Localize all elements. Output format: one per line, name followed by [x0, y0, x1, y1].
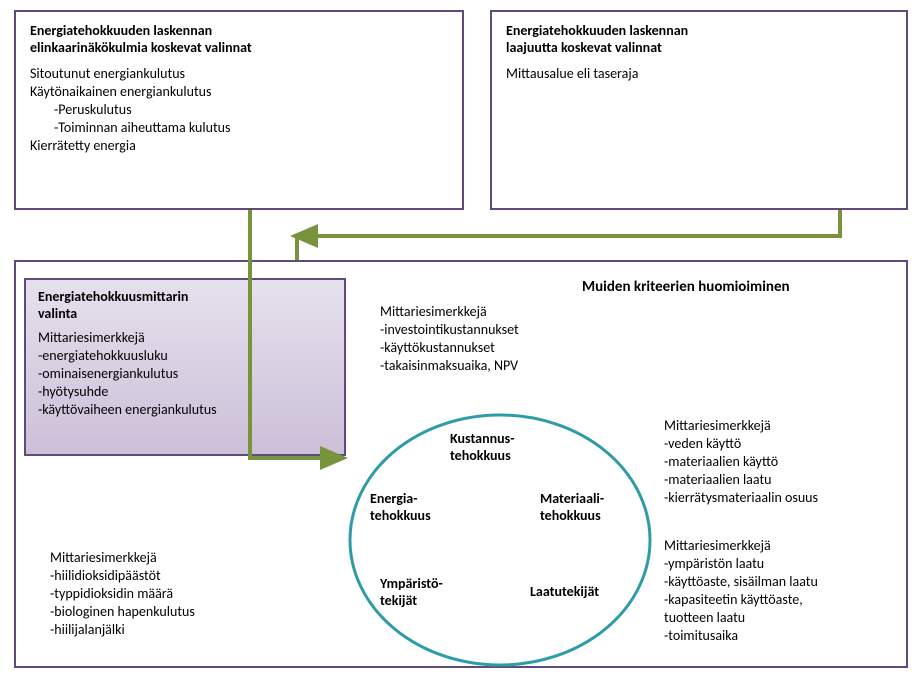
- center-item: -takaisinmaksuaika, NPV: [380, 357, 519, 374]
- r2-item: tuotteen laatu: [664, 609, 818, 626]
- circle-label-right: Materiaali- tehokkuus: [540, 490, 604, 524]
- purple-item: -energiatehokkuusluku: [38, 347, 332, 364]
- bl-item: -hiilijalanjälki: [50, 621, 195, 638]
- r1-item: -materiaalien käyttö: [664, 453, 818, 470]
- r2-item: -ympäristön laatu: [664, 555, 818, 572]
- tl-item: -Peruskulutus: [30, 101, 448, 118]
- bl-item: -typpidioksidin määrä: [50, 585, 195, 602]
- r2-item: -toimitusaika: [664, 627, 818, 644]
- top-left-box: Energiatehokkuuden laskennan elinkaarinä…: [14, 10, 464, 210]
- purple-item: -ominaisenergiankulutus: [38, 365, 332, 382]
- bl-item: -biologinen hapenkulutus: [50, 603, 195, 620]
- tr-item: Mittausalue eli taseraja: [506, 65, 892, 82]
- r2-sub: Mittariesimerkkejä: [664, 537, 818, 554]
- r2-item: -käyttöaste, sisäilman laatu: [664, 573, 818, 590]
- bl-sub: Mittariesimerkkejä: [50, 549, 195, 566]
- top-left-title1: Energiatehokkuuden laskennan: [30, 22, 448, 39]
- top-right-title2: laajuutta koskevat valinnat: [506, 39, 892, 56]
- right-list-1: Mittariesimerkkejä -veden käyttö -materi…: [664, 416, 818, 507]
- top-right-box: Energiatehokkuuden laskennan laajuutta k…: [490, 10, 908, 210]
- circle-label-bottom-left: Ympäristö- tekijät: [380, 575, 443, 609]
- purple-box: Energiatehokkuusmittarin valinta Mittari…: [24, 278, 346, 456]
- r1-sub: Mittariesimerkkejä: [664, 417, 818, 434]
- purple-title2: valinta: [38, 305, 332, 322]
- r1-item: -veden käyttö: [664, 435, 818, 452]
- circle-label-bottom-right: Laatutekijät: [530, 583, 599, 600]
- bottom-left-list: Mittariesimerkkejä -hiilidioksidipäästöt…: [50, 548, 195, 639]
- bl-item: -hiilidioksidipäästöt: [50, 567, 195, 584]
- purple-item: -käyttövaiheen energiankulutus: [38, 401, 332, 418]
- top-right-title1: Energiatehokkuuden laskennan: [506, 22, 892, 39]
- center-sub: Mittariesimerkkejä: [380, 303, 519, 320]
- r1-item: -materiaalien laatu: [664, 471, 818, 488]
- r2-item: -kapasiteetin käyttöaste,: [664, 591, 818, 608]
- r1-item: -kierrätysmateriaalin osuus: [664, 489, 818, 506]
- circle-label-left: Energia- tehokkuus: [370, 490, 431, 524]
- center-item: -investointikustannukset: [380, 321, 519, 338]
- right-list-2: Mittariesimerkkejä -ympäristön laatu -kä…: [664, 536, 818, 645]
- purple-item: -hyötysuhde: [38, 383, 332, 400]
- center-item: -käyttökustannukset: [380, 339, 519, 356]
- tl-item: -Toiminnan aiheuttama kulutus: [30, 119, 448, 136]
- tl-item: Käytönaikainen energiankulutus: [30, 83, 448, 100]
- bottom-title: Muiden kriteerien huomioiminen: [582, 278, 790, 296]
- tl-item: Sitoutunut energiankulutus: [30, 65, 448, 82]
- center-list: Mittariesimerkkejä -investointikustannuk…: [380, 302, 519, 375]
- purple-title1: Energiatehokkuusmittarin: [38, 288, 332, 305]
- tl-item: Kierrätetty energia: [30, 137, 448, 154]
- top-left-title2: elinkaarinäkökulmia koskevat valinnat: [30, 39, 448, 56]
- purple-sub: Mittariesimerkkejä: [38, 329, 332, 346]
- circle-label-top: Kustannus- tehokkuus: [450, 430, 514, 464]
